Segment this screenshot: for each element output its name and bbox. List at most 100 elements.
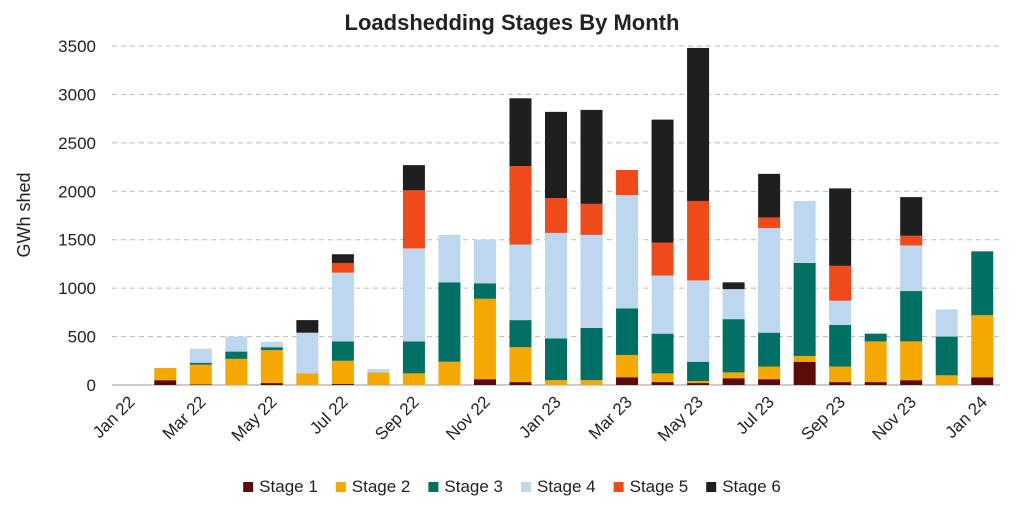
bar-segment <box>900 236 922 246</box>
bar-segment <box>367 372 389 385</box>
bar-segment <box>509 382 531 385</box>
legend-swatch <box>243 482 253 492</box>
bar-segment <box>332 254 354 263</box>
bar-segment <box>971 315 993 377</box>
bar-segment <box>758 333 780 367</box>
bar-segment <box>687 362 709 381</box>
bar-segment <box>829 382 851 385</box>
bar-segment <box>332 263 354 273</box>
y-tick-label: 1500 <box>58 231 96 250</box>
bar-segment <box>438 235 460 282</box>
bar-segment <box>616 195 638 308</box>
bar-segment <box>794 362 816 385</box>
bar-segment <box>403 341 425 373</box>
bar-segment <box>509 347 531 382</box>
bar-segment <box>581 110 603 204</box>
bar-segment <box>687 383 709 385</box>
bar-segment <box>296 373 318 385</box>
legend-label: Stage 5 <box>630 477 689 496</box>
bar-segment <box>332 361 354 384</box>
bar-segment <box>616 308 638 354</box>
y-tick-label: 2000 <box>58 182 96 201</box>
bar-segment <box>545 198 567 233</box>
bar-segment <box>367 369 389 372</box>
bar-segment <box>545 112 567 198</box>
bar-segment <box>758 228 780 333</box>
bar-segment <box>971 377 993 385</box>
bar-segment <box>332 384 354 385</box>
bar-segment <box>652 334 674 374</box>
bar-segment <box>616 377 638 385</box>
bar-segment <box>545 339 567 381</box>
x-tick-label: Jul 23 <box>732 392 778 438</box>
y-tick-label: 500 <box>68 328 96 347</box>
y-tick-label: 0 <box>87 376 96 395</box>
legend-swatch <box>521 482 531 492</box>
y-tick-label: 1000 <box>58 279 96 298</box>
bar-segment <box>509 98 531 166</box>
bar-segment <box>723 378 745 385</box>
bar-segment <box>581 235 603 328</box>
x-tick-label: Nov 22 <box>442 392 494 444</box>
legend-label: Stage 1 <box>259 477 318 496</box>
bar-segment <box>936 309 958 336</box>
bar-segment <box>154 368 176 380</box>
bar-segment <box>758 367 780 380</box>
bar-segment <box>723 282 745 289</box>
bar-segment <box>829 266 851 301</box>
bar-segment <box>652 373 674 382</box>
bar-segment <box>474 299 496 379</box>
bar-segment <box>936 375 958 385</box>
bar-segment <box>616 170 638 195</box>
bar-segment <box>865 341 887 382</box>
bar-segment <box>865 334 887 342</box>
bar-segment <box>865 382 887 385</box>
bar-segment <box>723 372 745 378</box>
bar-segment <box>936 337 958 376</box>
bar-segment <box>474 240 496 284</box>
bar-segment <box>794 201 816 263</box>
legend-label: Stage 6 <box>722 477 781 496</box>
bar-segment <box>438 282 460 361</box>
bar-segment <box>261 383 283 385</box>
bar-segment <box>829 367 851 382</box>
x-tick-label: Jan 22 <box>89 392 139 442</box>
bar-segment <box>687 381 709 383</box>
bar-segment <box>900 246 922 292</box>
bar-segment <box>758 174 780 218</box>
bar-segment <box>687 280 709 361</box>
bar-segment <box>652 243 674 276</box>
bar-segment <box>829 325 851 367</box>
bar-segment <box>190 349 212 363</box>
bar-segment <box>403 248 425 341</box>
bar-segment <box>332 341 354 360</box>
bar-segment <box>900 341 922 380</box>
legend-label: Stage 2 <box>352 477 411 496</box>
bar-segment <box>758 379 780 385</box>
bar-segment <box>687 201 709 280</box>
legend-swatch <box>336 482 346 492</box>
bar-segment <box>403 190 425 248</box>
bar-segment <box>794 263 816 356</box>
bar-segment <box>403 373 425 385</box>
legend-swatch <box>614 482 624 492</box>
bar-segment <box>509 245 531 321</box>
y-axis-label: GWh shed <box>14 172 34 257</box>
bar-segment <box>474 283 496 298</box>
bar-segment <box>794 356 816 362</box>
bar-segment <box>261 347 283 350</box>
bar-segment <box>900 197 922 236</box>
bar-segment <box>225 352 247 359</box>
bar-segment <box>581 328 603 380</box>
y-tick-label: 3000 <box>58 85 96 104</box>
bar-segment <box>190 365 212 385</box>
bar-segment <box>758 217 780 228</box>
bar-segment <box>225 337 247 352</box>
bar-segment <box>509 320 531 347</box>
x-tick-label: Jul 22 <box>306 392 352 438</box>
bar-segment <box>616 355 638 377</box>
bar-segment <box>900 291 922 341</box>
x-tick-label: Mar 23 <box>585 392 636 443</box>
bar-segment <box>652 382 674 385</box>
